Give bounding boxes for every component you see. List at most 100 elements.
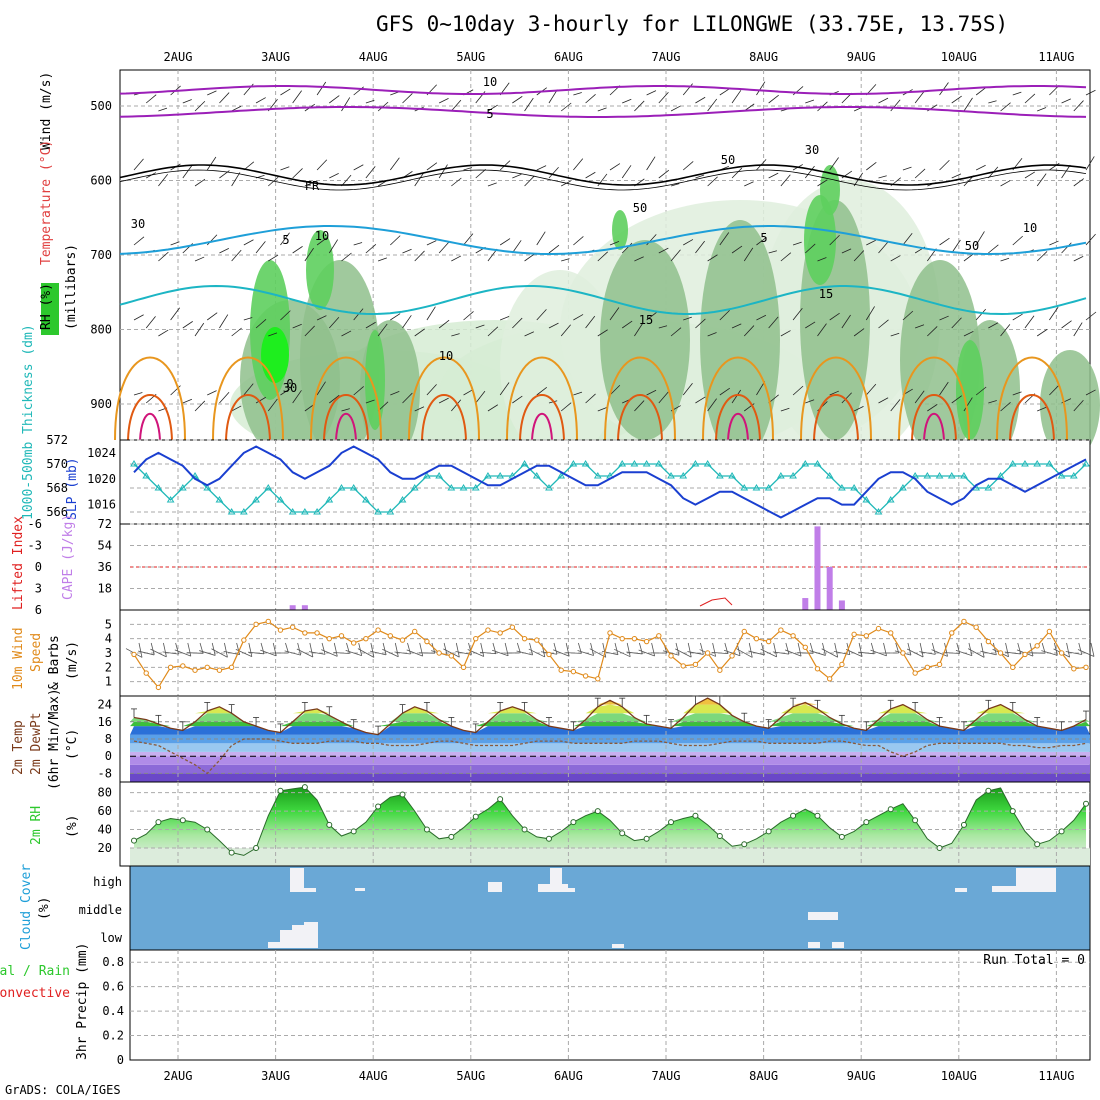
precip-ticks: 0.8 0.6 0.4 0.2 0 — [102, 955, 124, 1067]
wind-barb — [341, 97, 351, 112]
rh2m-marker — [204, 826, 211, 833]
wind-barb — [573, 314, 584, 321]
precip-tick: 0.4 — [102, 1004, 124, 1018]
contour-label: FR — [305, 179, 320, 193]
slp-tick: 1024 — [87, 446, 116, 460]
rh2m-markers — [131, 784, 1089, 856]
wind-barb — [158, 107, 168, 112]
wind-barb — [170, 241, 180, 246]
cloud-block — [1016, 868, 1056, 892]
wind-barb — [622, 98, 632, 104]
wind-barb — [975, 386, 987, 396]
wind10-barb — [370, 650, 387, 656]
wind-barb — [463, 167, 473, 171]
cloud-block — [565, 888, 575, 892]
thickness-label: 1000-500mb Thickness (dm) — [21, 324, 36, 520]
wind-barb — [133, 158, 144, 171]
wind-barb — [646, 156, 656, 171]
wind-barb — [487, 404, 499, 412]
wind10-marker — [912, 670, 918, 676]
wind10-barb — [784, 649, 802, 657]
thickness-marker — [654, 460, 663, 467]
wind-barb — [951, 95, 962, 104]
wind-barb — [158, 174, 168, 187]
thickness-tick: 570 — [46, 457, 68, 471]
wind-barb — [817, 179, 828, 187]
thickness-marker — [349, 484, 358, 491]
wind10-marker — [741, 628, 747, 635]
thickness-marker — [325, 496, 334, 503]
wind10-marker — [717, 667, 723, 673]
wind-barb — [1073, 178, 1085, 187]
thickness-marker — [764, 484, 773, 491]
wind-barb — [206, 312, 218, 321]
wind10-barb-flag — [272, 642, 277, 656]
thickness-marker — [203, 484, 212, 491]
wind-barb — [389, 157, 400, 171]
wind-barb — [951, 173, 962, 179]
wind-barb — [719, 309, 730, 321]
wind-barb — [756, 237, 767, 246]
wind-barb — [194, 178, 206, 187]
top-day-labels: 2AUG 3AUG 4AUG 5AUG 6AUG 7AUG 8AUG 9AUG 10AUG 11A… — [164, 50, 1075, 64]
wind-barb — [585, 171, 596, 179]
wind10-barb — [150, 648, 167, 658]
rh2m-marker — [1058, 828, 1065, 835]
wind-barb — [158, 329, 169, 337]
rh2m-marker — [838, 833, 845, 840]
wind10-barb — [528, 648, 545, 658]
contour-label: 10 — [1023, 221, 1037, 235]
wind10-marker — [253, 621, 259, 628]
wind10-barb-flag — [919, 642, 924, 658]
temp-band — [130, 756, 1090, 765]
bottom-day-label: 5AUG — [456, 1069, 485, 1083]
wind10-barb-flag — [834, 642, 839, 658]
rh2m-unit: (%) — [65, 815, 80, 838]
wind-barb — [536, 231, 546, 246]
rh-high-shading — [956, 340, 984, 440]
wind10-barb — [955, 649, 973, 657]
wind-barb — [585, 315, 596, 329]
wind-barb — [1036, 173, 1047, 187]
precip-frame — [129, 949, 1091, 1061]
cape-bar — [301, 605, 308, 610]
wind10-barb-flag — [565, 642, 570, 657]
wind10-marker — [863, 633, 870, 639]
thickness-marker — [984, 484, 993, 491]
wind-barb — [597, 329, 608, 337]
wind10-barb — [943, 652, 960, 654]
wind10-marker — [875, 625, 882, 632]
wind-barb — [634, 322, 644, 337]
wind-barb — [1000, 180, 1011, 187]
wind-barb — [817, 257, 827, 262]
wind-barb — [1073, 322, 1083, 337]
wind10-barb — [1065, 651, 1082, 655]
wind-barb — [536, 165, 547, 171]
thickness-marker — [227, 508, 236, 515]
temp-band — [130, 726, 1090, 735]
wind10-barb-flag — [639, 642, 643, 655]
wind10-barb — [797, 652, 814, 654]
wind-barb — [780, 252, 792, 262]
thickness-marker — [935, 472, 944, 479]
thickness-marker — [874, 508, 883, 515]
wind10-barb-flag — [590, 642, 594, 656]
wind10-barb-flag — [870, 642, 875, 654]
wind-barb — [658, 247, 669, 254]
thickness-marker — [618, 460, 627, 467]
wind-barb — [1085, 311, 1097, 321]
thickness-marker — [642, 460, 651, 467]
cloud-unit: (%) — [37, 897, 52, 920]
isotherm-25 — [531, 412, 553, 441]
thickness-marker — [398, 496, 407, 503]
dewpt2m-line — [133, 738, 1087, 775]
profile-label-mb: (millibars) — [64, 244, 79, 330]
wind-barb — [1085, 89, 1096, 96]
wind-barb — [914, 324, 925, 329]
wind-barb — [536, 309, 547, 321]
wind-barb — [548, 322, 559, 329]
wind-barb — [1000, 102, 1011, 112]
thickness-marker — [166, 496, 175, 503]
thickness-line — [133, 463, 1087, 513]
